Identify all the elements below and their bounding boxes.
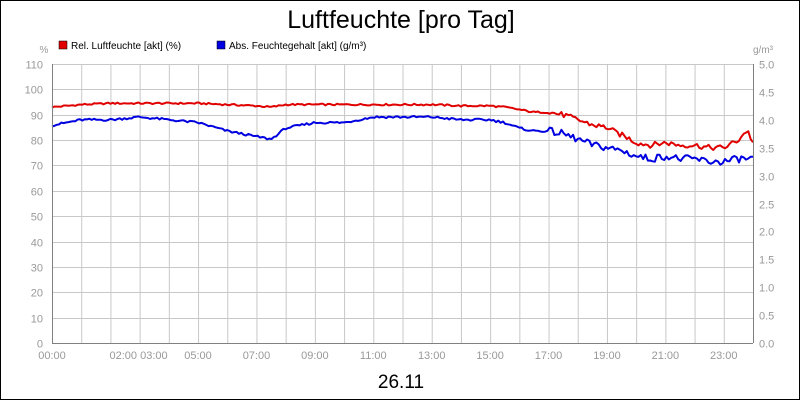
y-left-tick-label: 40 — [31, 238, 43, 250]
date-label: 26.11 — [378, 372, 424, 393]
x-tick-label: 19:00 — [593, 350, 621, 362]
grid-layer — [52, 64, 754, 344]
right-axis-unit: g/m³ — [753, 45, 774, 56]
axis-layer: 0 10 20 30 40 50 60 70 80 90 100 110 0.0 0.5 1.0 1.5 2.0… — [25, 60, 775, 363]
y-right-tick-label: 1.5 — [759, 255, 774, 267]
y-left-tick-label: 30 — [31, 263, 43, 275]
y-left-tick-label: 10 — [31, 314, 43, 326]
y-left-tick-label: 100 — [25, 85, 43, 97]
y-right-tick-label: 4.5 — [759, 88, 774, 100]
y-right-tick-label: 1.0 — [759, 283, 774, 295]
y-right-tick-label: 2.5 — [759, 200, 774, 212]
legend-swatch — [58, 40, 68, 50]
left-axis-unit: % — [40, 45, 49, 56]
series-line — [51, 115, 754, 166]
legend-swatch — [216, 40, 226, 50]
x-tick-label: 11:00 — [360, 350, 387, 362]
y-left-tick-label: 70 — [31, 161, 43, 173]
y-right-tick-label: 4.0 — [759, 116, 774, 128]
x-tick-label: 23:00 — [710, 350, 738, 362]
y-left-tick-label: 50 — [31, 212, 43, 224]
legend: Rel. Luftfeuchte [akt] (%) Abs. Feuchtege… — [58, 40, 366, 52]
chart-title: Luftfeuchte [pro Tag] — [287, 6, 514, 34]
x-tick-label: 17:00 — [535, 350, 563, 362]
x-tick-label: 02:00 03:00 — [110, 350, 168, 362]
y-right-tick-label: 2.0 — [759, 227, 774, 239]
x-tick-label: 13:00 — [418, 350, 446, 362]
y-left-tick-label: 60 — [31, 187, 43, 199]
x-tick-label: 15:00 — [476, 350, 504, 362]
y-left-tick-label: 20 — [31, 288, 43, 300]
series-layer — [51, 101, 754, 166]
x-tick-label: 21:00 — [652, 350, 680, 362]
y-right-tick-label: 3.0 — [759, 172, 774, 184]
y-right-tick-label: 0.5 — [759, 311, 774, 323]
y-right-tick-label: 3.5 — [759, 144, 774, 156]
y-left-tick-label: 80 — [31, 136, 43, 148]
x-tick-label: 05:00 — [184, 350, 212, 362]
y-left-tick-label: 110 — [25, 60, 43, 72]
x-tick-label: 09:00 — [301, 350, 329, 362]
legend-label: Abs. Feuchtegehalt [akt] (g/m³) — [229, 41, 366, 52]
legend-label: Rel. Luftfeuchte [akt] (%) — [71, 41, 181, 52]
y-right-tick-label: 5.0 — [759, 60, 774, 72]
x-tick-label: 07:00 — [243, 350, 271, 362]
series-line — [51, 101, 754, 151]
y-right-tick-label: 0.0 — [759, 339, 774, 351]
x-tick-label: 00:00 — [38, 350, 66, 362]
y-left-tick-label: 0 — [37, 339, 43, 351]
y-left-tick-label: 90 — [31, 111, 43, 123]
